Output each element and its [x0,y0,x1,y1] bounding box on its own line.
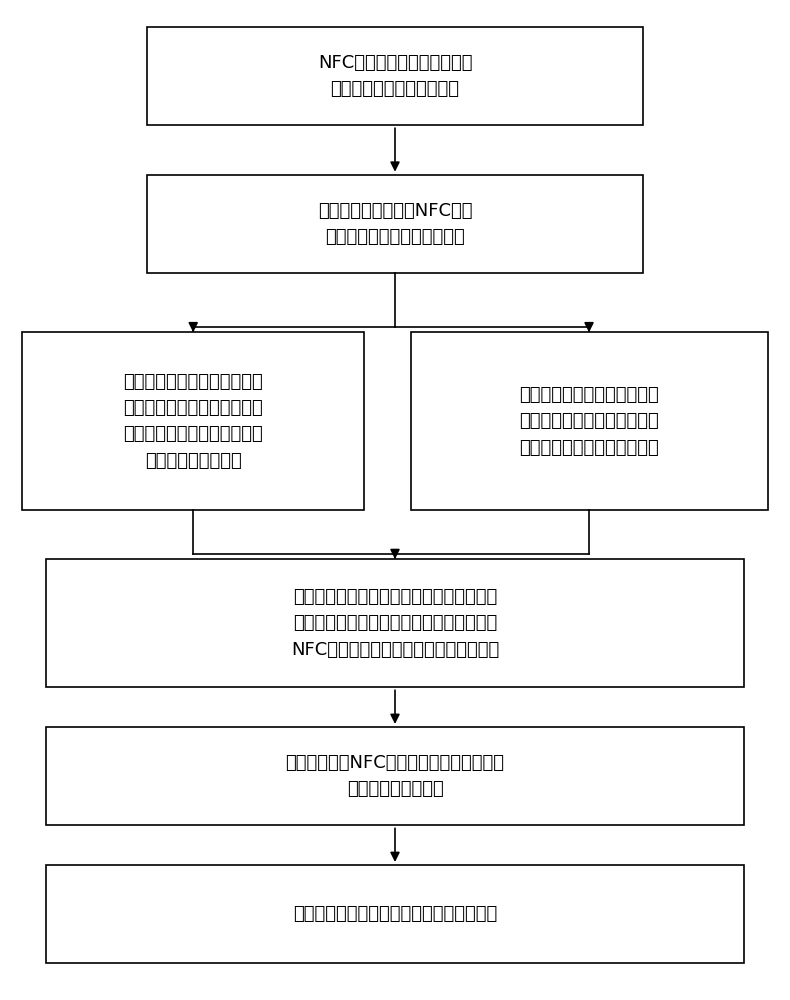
FancyBboxPatch shape [46,559,744,687]
Text: 处理器芯片会与微型姿态传感
器通讯，微型姿态传感器对当
前颗粒的加速度、旋转加速度
和空间姿态进行测量: 处理器芯片会与微型姿态传感 器通讯，微型姿态传感器对当 前颗粒的加速度、旋转加速… [123,373,263,470]
Text: 处理器芯片会与传感器处理芯
片通讯，获得当前颗粒表面的
碰撞应力值与颗粒表面温度值: 处理器芯片会与传感器处理芯 片通讯，获得当前颗粒表面的 碰撞应力值与颗粒表面温度… [519,386,659,457]
FancyBboxPatch shape [147,27,643,125]
Text: 信号处理计算机经过最终处理获得所需参数: 信号处理计算机经过最终处理获得所需参数 [293,905,497,923]
FancyBboxPatch shape [46,727,744,825]
Text: 处理器芯片将获得的加速度、旋转加速度、
空间姿态、碰撞应力，表面温度等数据通过
NFC感应线圈以应答信号的形式发送回来: 处理器芯片将获得的加速度、旋转加速度、 空间姿态、碰撞应力，表面温度等数据通过 … [291,588,499,659]
FancyBboxPatch shape [147,175,643,273]
FancyBboxPatch shape [411,332,768,510]
Text: 应答信号会被NFC通讯天线接收，并被信号
放大处理器放大处理: 应答信号会被NFC通讯天线接收，并被信号 放大处理器放大处理 [285,754,505,798]
Text: NFC通讯天线每隔相同的时间
发出带有问询信号的电磁波: NFC通讯天线每隔相同的时间 发出带有问询信号的电磁波 [318,54,472,98]
FancyBboxPatch shape [22,332,364,510]
Text: 智能示踪颗粒内部的NFC感应
线圈会产生感生电动势并充电: 智能示踪颗粒内部的NFC感应 线圈会产生感生电动势并充电 [318,202,472,246]
FancyBboxPatch shape [46,865,744,963]
